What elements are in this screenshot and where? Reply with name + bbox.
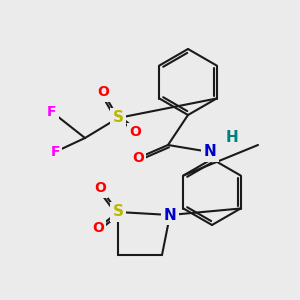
Text: F: F bbox=[47, 105, 57, 119]
Text: O: O bbox=[94, 181, 106, 195]
Text: O: O bbox=[92, 221, 104, 235]
Text: F: F bbox=[50, 145, 60, 159]
Text: O: O bbox=[132, 151, 144, 165]
Text: S: S bbox=[112, 110, 124, 125]
Text: N: N bbox=[164, 208, 176, 223]
Text: S: S bbox=[112, 205, 124, 220]
Text: O: O bbox=[129, 125, 141, 139]
Text: O: O bbox=[97, 85, 109, 99]
Text: H: H bbox=[226, 130, 238, 146]
Text: N: N bbox=[204, 145, 216, 160]
